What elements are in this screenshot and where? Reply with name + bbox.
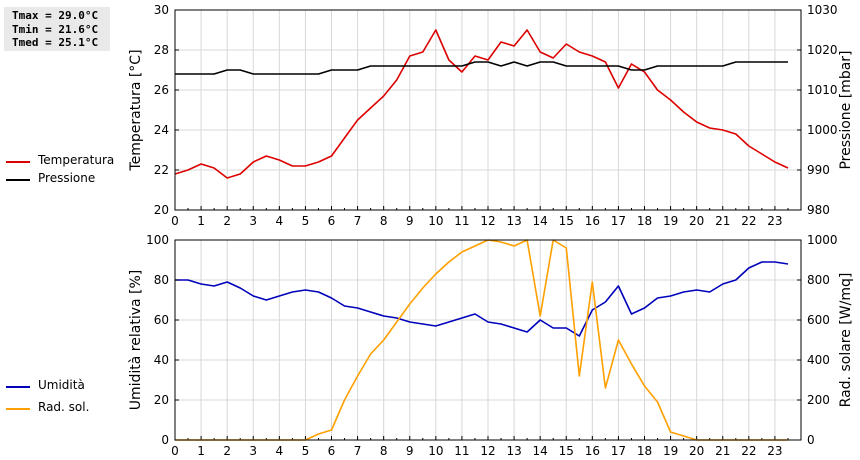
y-left-tick-label: 20 [154,203,169,217]
y-left-tick-label: 0 [161,433,169,447]
y-left-axis-title: Temperatura [°C] [128,49,144,171]
x-tick-label: 13 [506,444,521,458]
x-tick-label: 12 [480,444,495,458]
legend-label-temperatura: Temperatura [38,153,115,167]
y-right-tick-label: 1020 [807,43,838,57]
x-tick-label: 5 [302,444,310,458]
y-right-tick-label: 1000 [807,233,838,247]
legend-swatch-radsol [6,408,30,410]
x-tick-label: 20 [689,214,704,228]
legend-label-umidita: Umidità [38,378,85,392]
x-tick-label: 6 [328,444,336,458]
y-left-tick-label: 40 [154,353,169,367]
legend-label-radsol: Rad. sol. [38,400,90,414]
x-tick-label: 7 [354,444,362,458]
legend-swatch-pressione [6,179,30,181]
x-tick-label: 9 [406,214,414,228]
series-line-temperatura [174,29,789,179]
x-tick-label: 5 [302,214,310,228]
x-tick-label: 16 [585,444,600,458]
x-tick-label: 2 [223,444,231,458]
y-left-tick-label: 100 [146,233,169,247]
plot-frame-bottom [174,239,802,441]
y-left-axis-title: Umidità relativa [%] [128,270,144,411]
x-tick-label: 22 [741,444,756,458]
x-tick-label: 19 [663,444,678,458]
x-tick-label: 23 [767,214,782,228]
x-tick-label: 22 [741,214,756,228]
y-left-tick-label: 24 [154,123,169,137]
y-left-tick-label: 20 [154,393,169,407]
plot-frame-top [174,9,802,211]
x-tick-label: 1 [197,214,205,228]
stats-tmax: Tmax = 29.0°C [12,9,99,22]
x-tick-label: 15 [559,214,574,228]
x-tick-label: 14 [533,444,548,458]
y-right-tick-label: 200 [807,393,830,407]
y-left-tick-label: 22 [154,163,169,177]
x-tick-label: 17 [611,214,626,228]
series-line-rad-sol- [175,239,788,441]
y-right-tick-label: 600 [807,313,830,327]
x-tick-label: 19 [663,214,678,228]
x-tick-label: 8 [380,444,388,458]
y-left-tick-label: 26 [154,83,169,97]
x-tick-label: 13 [506,214,521,228]
x-tick-label: 18 [637,444,652,458]
x-tick-label: 21 [715,214,730,228]
x-tick-label: 10 [428,214,443,228]
y-right-tick-label: 800 [807,273,830,287]
x-tick-label: 23 [767,444,782,458]
x-tick-label: 11 [454,214,469,228]
x-tick-label: 0 [171,444,179,458]
y-left-tick-label: 30 [154,3,169,17]
x-tick-label: 9 [406,444,414,458]
x-tick-label: 11 [454,444,469,458]
x-tick-label: 15 [559,444,574,458]
x-tick-label: 4 [276,444,284,458]
series-line-pressione [175,61,788,75]
x-tick-label: 17 [611,444,626,458]
y-right-tick-label: 990 [807,163,830,177]
x-tick-label: 3 [249,214,257,228]
stats-box: Tmax = 29.0°C Tmin = 21.6°C Tmed = 25.1°… [4,7,110,51]
stats-tmed: Tmed = 25.1°C [12,36,99,49]
y-right-tick-label: 1010 [807,83,838,97]
y-right-tick-label: 1030 [807,3,838,17]
stats-tmin: Tmin = 21.6°C [12,22,99,36]
legend-swatch-temperatura [6,161,30,163]
x-tick-label: 7 [354,214,362,228]
x-tick-label: 21 [715,444,730,458]
x-tick-label: 8 [380,214,388,228]
y-left-tick-label: 28 [154,43,169,57]
x-tick-label: 12 [480,214,495,228]
x-tick-label: 14 [533,214,548,228]
legend-swatch-umidita [6,386,30,388]
y-right-tick-label: 1000 [807,123,838,137]
x-tick-label: 20 [689,444,704,458]
legend-label-pressione: Pressione [38,171,96,185]
x-tick-label: 4 [276,214,284,228]
series-line-umidit- [175,261,789,337]
y-right-axis-title: Rad. solare [W/mq] [838,273,854,408]
x-tick-label: 10 [428,444,443,458]
y-right-tick-label: 980 [807,203,830,217]
y-left-tick-label: 80 [154,273,169,287]
x-tick-label: 2 [223,214,231,228]
x-tick-label: 6 [328,214,336,228]
y-left-tick-label: 60 [154,313,169,327]
x-tick-label: 16 [585,214,600,228]
y-right-tick-label: 400 [807,353,830,367]
x-tick-label: 18 [637,214,652,228]
x-tick-label: 1 [197,444,205,458]
y-right-axis-title: Pressione [mbar] [838,50,854,169]
x-tick-label: 0 [171,214,179,228]
y-right-tick-label: 0 [807,433,815,447]
x-tick-label: 3 [249,444,257,458]
